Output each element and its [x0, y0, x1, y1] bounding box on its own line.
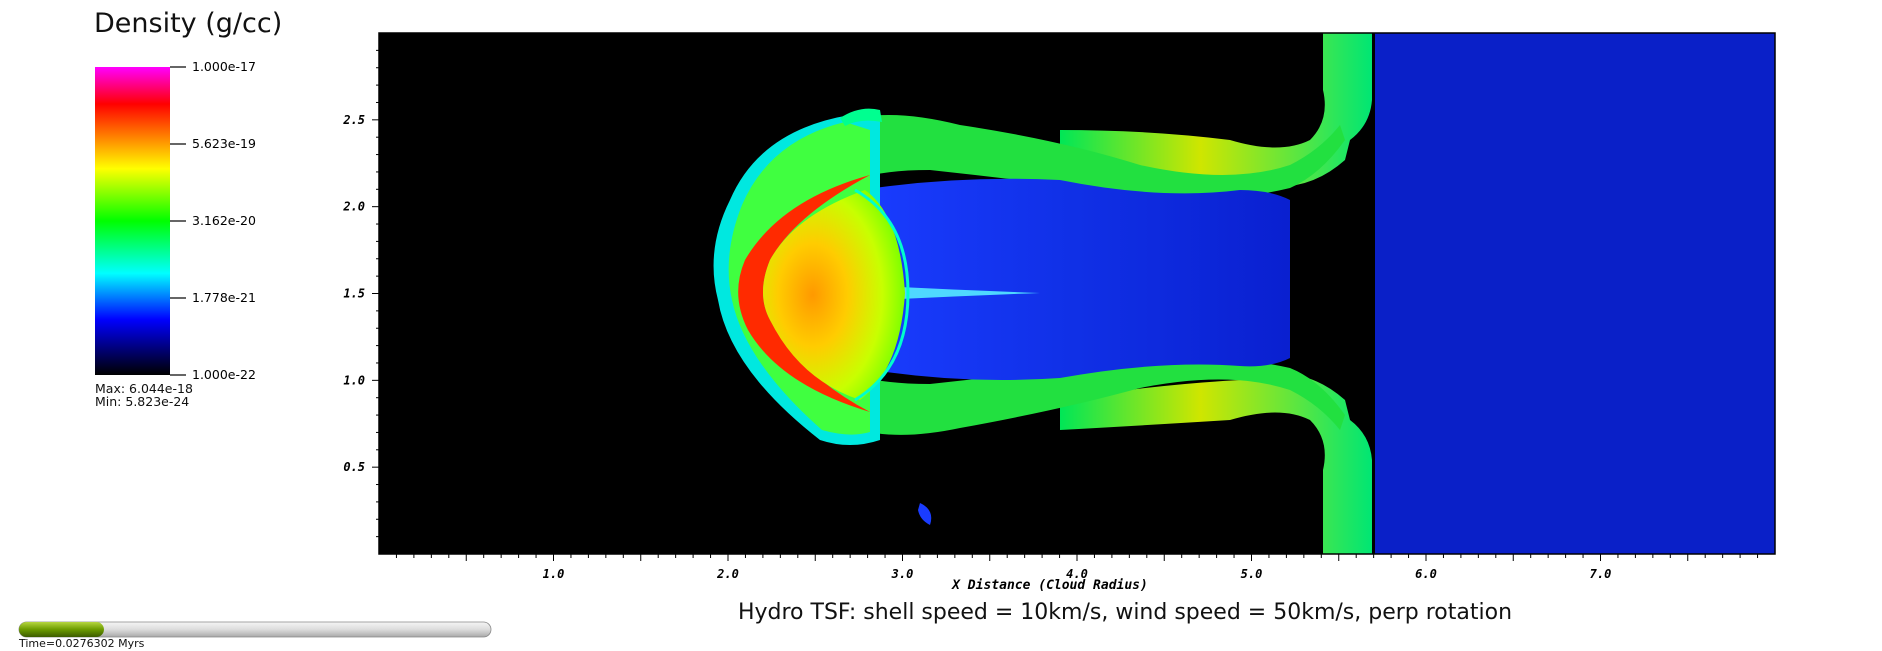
y-tick-label: 2.0 [342, 200, 365, 214]
y-tick-label: 1.5 [343, 287, 365, 301]
y-tick-label: 0.5 [343, 460, 365, 474]
core-edge [854, 188, 910, 402]
colorbar-tick-label: 1.000e-17 [192, 59, 256, 74]
legend-max: Max: 6.044e-18 [95, 381, 193, 396]
legend-title: Density (g/cc) [94, 8, 283, 39]
x-tick-label: 6.0 [1415, 567, 1437, 581]
x-axis-label: X Distance (Cloud Radius) [951, 578, 1148, 593]
tail-axis-streak [880, 286, 1040, 300]
debris-upper [840, 108, 882, 126]
x-tick-label: 1.0 [543, 567, 565, 581]
density-heatmap [379, 33, 1775, 554]
x-tick-label: 4.0 [1066, 567, 1088, 581]
debris-lower [918, 503, 932, 525]
upper-arm [835, 115, 1345, 199]
plot-title: Hydro TSF: shell speed = 10km/s, wind sp… [737, 600, 1513, 625]
time-label: Time=0.0276302 Myrs [19, 637, 145, 650]
time-progress-fill [19, 622, 104, 637]
x-tick-label: 7.0 [1590, 567, 1612, 581]
colorbar-ticks: 1.000e-17 5.623e-19 3.162e-20 1.778e-21 1.00… [170, 59, 256, 382]
x-tick-label: 3.0 [891, 567, 914, 581]
x-axis-ticks: 1.0 2.0 3.0 4.0 5.0 6.0 7.0 [395, 554, 1759, 581]
colorbar-tick-label: 5.623e-19 [192, 136, 256, 151]
legend-min: Min: 5.823e-24 [95, 394, 190, 409]
cloud-core [763, 190, 905, 400]
colorbar-tick-label: 3.162e-20 [192, 213, 256, 228]
y-axis-ticks: 0.5 1.0 1.5 2.0 2.5 [342, 49, 379, 538]
colorbar-tick-label: 1.000e-22 [192, 367, 256, 382]
y-tick-label: 1.0 [343, 373, 365, 387]
colorbar [95, 67, 170, 375]
y-tick-label: 2.5 [342, 113, 365, 127]
x-tick-label: 5.0 [1241, 567, 1263, 581]
x-tick-label: 2.0 [716, 567, 739, 581]
bow-shock-red [738, 175, 870, 412]
blue-tail [860, 178, 1290, 381]
colorbar-tick-label: 1.778e-21 [192, 290, 256, 305]
ambient-wind-region [1375, 33, 1775, 554]
lower-arm [835, 357, 1345, 435]
